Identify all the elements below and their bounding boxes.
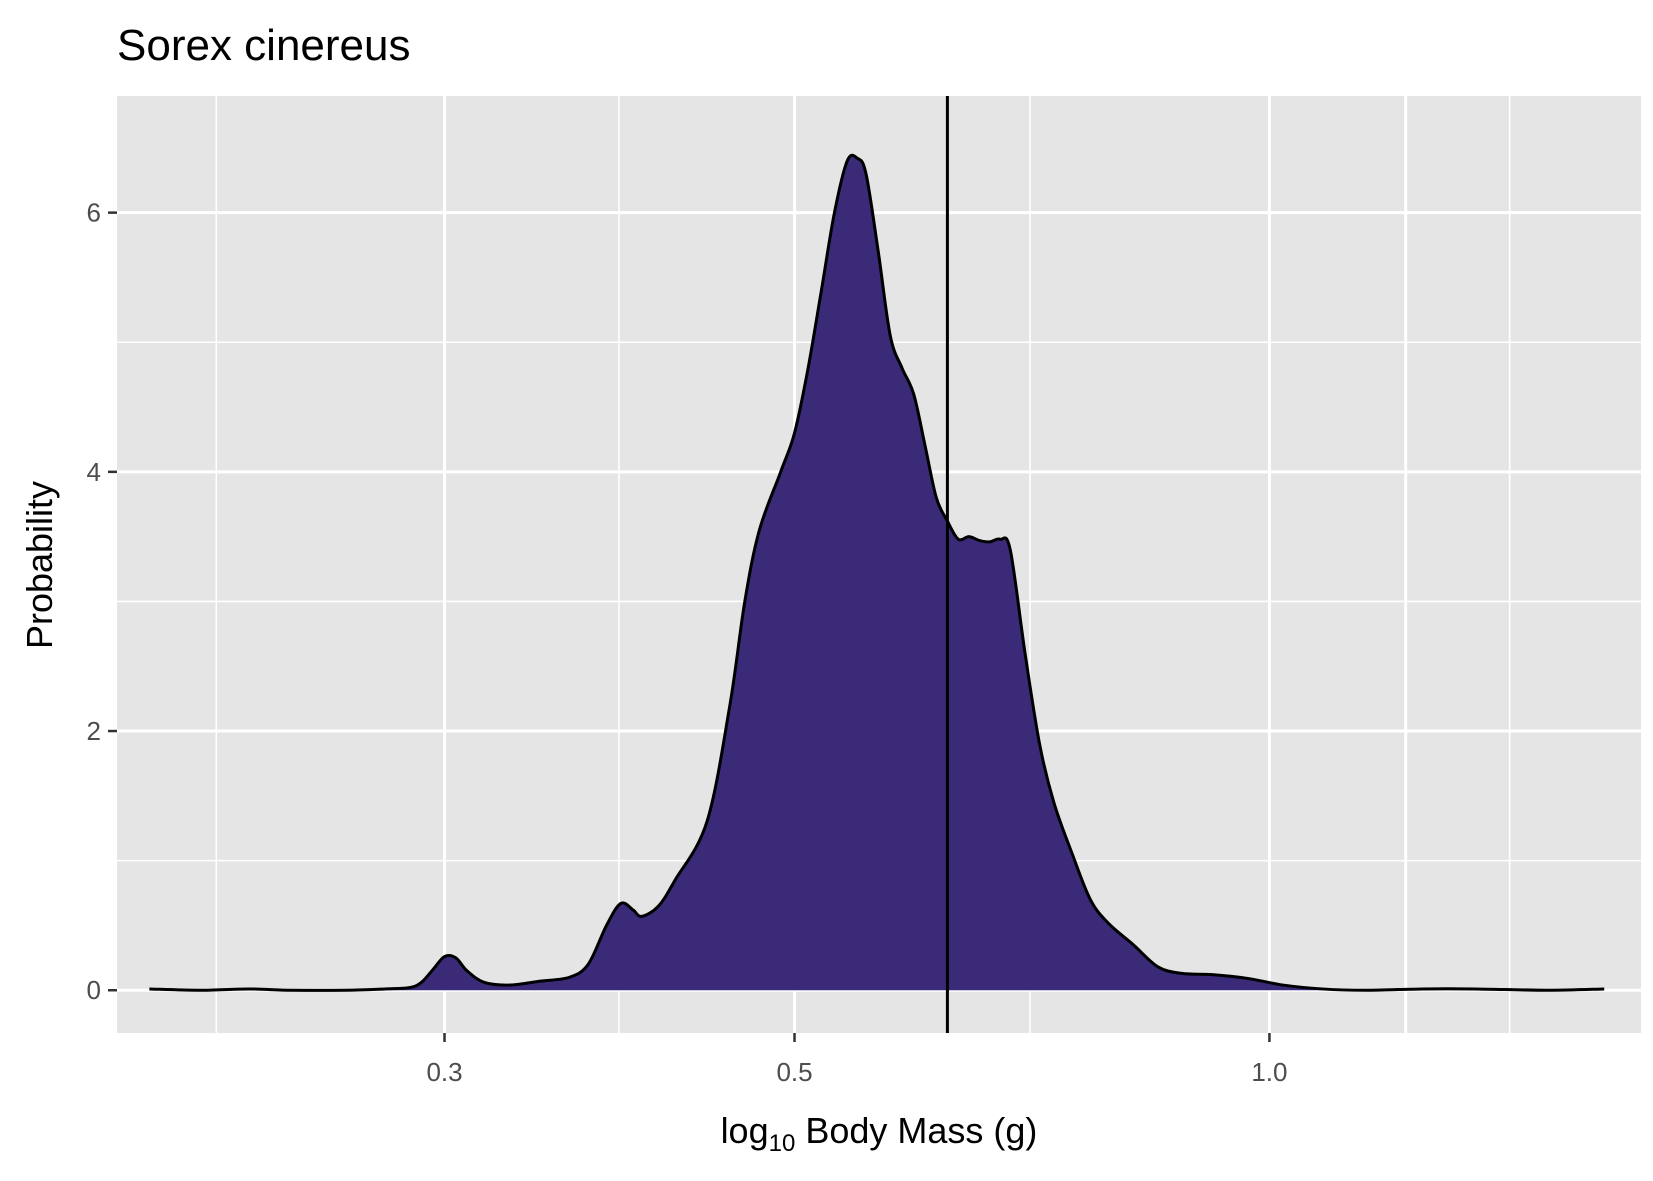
density-area — [149, 155, 1605, 991]
x-tick-label: 1.0 — [1251, 1057, 1287, 1087]
y-tick-label: 2 — [87, 716, 101, 746]
x-axis-title-text: Body Mass — [795, 1110, 993, 1151]
x-tick-label: 0.5 — [776, 1057, 812, 1087]
y-axis: 0 2 4 6 — [87, 198, 117, 1005]
x-axis-title-subscript: 10 — [769, 1130, 796, 1157]
x-axis-title-close-paren: ) — [1025, 1110, 1037, 1151]
density-line — [149, 153, 1605, 992]
x-axis: 0.3 0.5 1.0 — [426, 1033, 1288, 1087]
x-axis-title-unit: g — [1005, 1110, 1025, 1151]
x-axis-title-log: log — [721, 1110, 769, 1151]
chart-title: Sorex cinereus — [117, 21, 410, 70]
x-tick-label: 0.3 — [426, 1057, 462, 1087]
y-axis-title: Probability — [19, 481, 60, 649]
x-axis-title-open-paren: ( — [993, 1110, 1005, 1151]
y-tick-label: 0 — [87, 975, 101, 1005]
x-axis-title: log10 Body Mass (g) — [721, 1110, 1038, 1157]
y-tick-label: 6 — [87, 198, 101, 228]
y-tick-label: 4 — [87, 457, 101, 487]
